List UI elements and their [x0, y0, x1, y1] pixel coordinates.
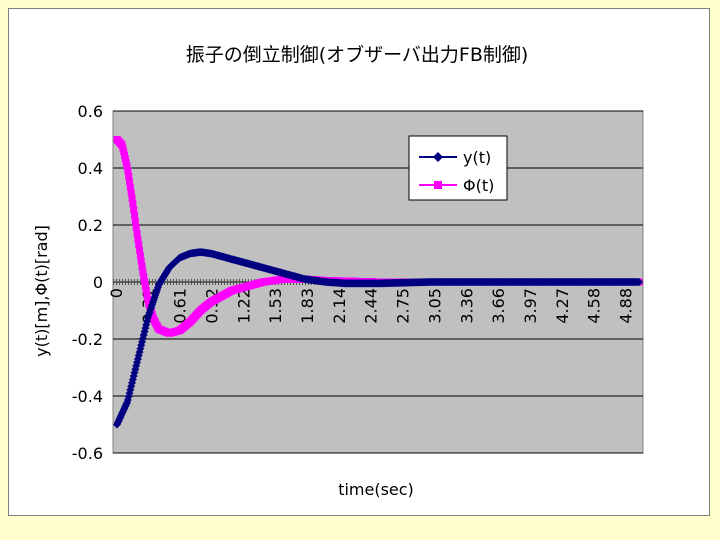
- y-tick-label: -0.6: [72, 444, 103, 463]
- data-point: [120, 148, 128, 156]
- data-point: [141, 282, 149, 290]
- data-point: [121, 151, 129, 159]
- data-point: [123, 395, 132, 404]
- x-tick-label: 0.61: [171, 288, 190, 324]
- y-axis-label: y(t)[m],Φ(t)[rad]: [32, 225, 51, 357]
- series-y: [113, 248, 643, 429]
- data-point: [141, 277, 149, 285]
- legend: y(t) Φ(t): [408, 135, 508, 201]
- data-point: [139, 268, 147, 276]
- y-tick-label: 0.2: [78, 216, 103, 235]
- data-point: [143, 291, 151, 299]
- x-axis-label: time(sec): [338, 480, 414, 499]
- data-point: [140, 273, 148, 281]
- data-point: [128, 194, 136, 202]
- x-tick-label: 3.05: [425, 288, 444, 324]
- data-point: [142, 287, 150, 295]
- chart-title: 振子の倒立制御(オブザーバ出力FB制御): [186, 43, 529, 66]
- data-point: [131, 212, 139, 220]
- data-point: [136, 252, 144, 260]
- y-tick-label: 0: [93, 273, 103, 292]
- chart-frame: 振子の倒立制御(オブザーバ出力FB制御) 0.6 0.4 0.2 0 -0.2 -0.4 -…: [8, 8, 710, 516]
- data-point: [128, 375, 137, 384]
- data-point: [144, 296, 152, 304]
- x-tick-label: 0: [107, 288, 126, 298]
- data-point: [122, 159, 130, 167]
- x-tick-label: 1.22: [234, 288, 253, 324]
- data-point: [119, 144, 127, 152]
- legend-label-phi: Φ(t): [463, 176, 494, 195]
- x-tick-label: 2.14: [330, 288, 349, 324]
- legend-label-y: y(t): [463, 148, 491, 167]
- y-tick-label: -0.4: [72, 387, 103, 406]
- y-tick-label: 0.6: [78, 102, 103, 121]
- data-point: [130, 206, 138, 214]
- x-tick-label: 4.58: [585, 288, 604, 324]
- grid-lines: [113, 110, 643, 454]
- data-point: [134, 235, 142, 243]
- x-tick-labels: 00.310.610.921.221.531.832.142.442.753.0…: [107, 288, 635, 324]
- line-chart: 振子の倒立制御(オブザーバ出力FB制御) 0.6 0.4 0.2 0 -0.2 -0.4 -…: [32, 43, 644, 499]
- data-point: [124, 167, 132, 175]
- legend-marker-y: [433, 152, 443, 162]
- data-point: [135, 241, 143, 249]
- data-point: [126, 178, 134, 186]
- data-point: [136, 246, 144, 254]
- x-tick-label: 3.66: [489, 288, 508, 324]
- data-point: [124, 392, 133, 401]
- legend-marker-phi: [434, 181, 442, 189]
- x-tick-label: 1.83: [298, 288, 317, 324]
- data-point: [131, 365, 140, 374]
- data-point: [125, 172, 133, 180]
- data-point: [121, 155, 129, 163]
- data-point: [132, 223, 140, 231]
- data-point: [137, 257, 145, 265]
- legend-box: [408, 135, 508, 201]
- x-tick-label: 2.44: [362, 288, 381, 324]
- data-point: [129, 200, 137, 208]
- y-tick-label: 0.4: [78, 159, 103, 178]
- x-tick-label: 1.53: [266, 288, 285, 324]
- data-point: [123, 162, 131, 170]
- y-tick-label: -0.2: [72, 330, 103, 349]
- x-tick-label: 3.97: [521, 288, 540, 324]
- data-point: [127, 189, 135, 197]
- data-point: [138, 263, 146, 271]
- data-point: [635, 278, 643, 286]
- data-point: [133, 229, 141, 237]
- x-tick-label: 4.88: [616, 288, 635, 324]
- x-tick-label: 2.75: [394, 288, 413, 324]
- series-group: [113, 136, 643, 429]
- data-point: [126, 183, 134, 191]
- x-tick-label: 3.36: [457, 288, 476, 324]
- y-tick-labels: 0.6 0.4 0.2 0 -0.2 -0.4 -0.6: [72, 102, 103, 463]
- x-tick-label: 4.27: [553, 288, 572, 324]
- data-point: [131, 217, 139, 225]
